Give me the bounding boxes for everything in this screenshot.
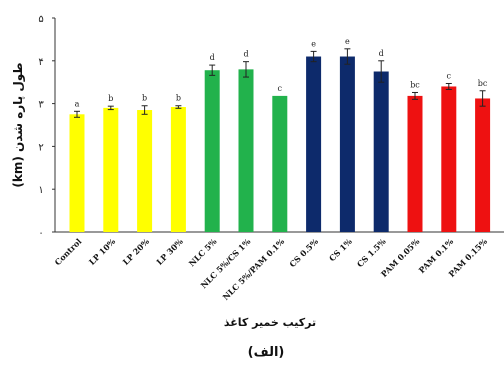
y-tick-label: ۰ bbox=[38, 228, 43, 239]
y-tick-group: ۰ ۱ ۲ ۳ ۴ ۵ bbox=[38, 14, 55, 239]
bar bbox=[339, 56, 355, 232]
bar bbox=[475, 98, 491, 233]
significance-letter: e bbox=[345, 37, 350, 46]
bar bbox=[373, 71, 389, 232]
bar bbox=[204, 70, 220, 232]
y-tick-label: ۴ bbox=[38, 57, 43, 68]
significance-letter-group: a b b b d d c e e d bc c bc bbox=[75, 37, 488, 108]
bar bbox=[441, 86, 457, 232]
x-tick-label-group: Control LP 10% LP 20% LP 30% NLC 5%NLC 5%/CS… bbox=[52, 236, 489, 302]
bar bbox=[407, 95, 423, 232]
x-tick-label: LP 20% bbox=[120, 236, 151, 267]
significance-letter: b bbox=[108, 94, 113, 103]
bar bbox=[103, 107, 119, 232]
x-tick-label: NLC 5%/PAM 0.1% bbox=[220, 236, 286, 302]
significance-letter: bc bbox=[478, 79, 488, 88]
significance-letter: c bbox=[447, 71, 452, 80]
x-tick-label: Control bbox=[52, 236, 83, 267]
significance-letter: d bbox=[210, 53, 215, 62]
y-axis-title: طول پاره شدن (km) bbox=[11, 62, 26, 187]
bar-group bbox=[69, 56, 491, 233]
y-tick-label: ۵ bbox=[38, 14, 43, 25]
bar bbox=[272, 95, 288, 232]
significance-letter: e bbox=[311, 39, 316, 48]
significance-letter: b bbox=[142, 94, 147, 103]
y-tick-label: ۳ bbox=[38, 100, 44, 111]
significance-letter: c bbox=[278, 84, 283, 93]
bar bbox=[69, 114, 85, 232]
x-axis-title: ترکیب خمیر کاغذ bbox=[224, 316, 316, 329]
bar bbox=[170, 107, 186, 232]
bar bbox=[306, 56, 322, 232]
y-tick-label: ۲ bbox=[38, 142, 43, 153]
significance-letter: a bbox=[75, 99, 80, 108]
x-tick-label: LP 30% bbox=[154, 236, 185, 267]
bar bbox=[238, 69, 254, 232]
x-tick-label: NLC 5% bbox=[187, 236, 219, 268]
x-tick-label: LP 10% bbox=[87, 236, 118, 267]
x-tick-label: CS 0.5% bbox=[287, 236, 320, 269]
x-tick-label: CS 1% bbox=[327, 236, 354, 263]
significance-letter: d bbox=[243, 50, 248, 59]
figure-caption: (الف) bbox=[248, 345, 285, 360]
error-bar-group bbox=[74, 48, 486, 118]
significance-letter: b bbox=[176, 94, 181, 103]
y-tick-label: ۱ bbox=[38, 185, 43, 196]
bar bbox=[137, 110, 153, 232]
significance-letter: bc bbox=[410, 80, 420, 89]
significance-letter: d bbox=[379, 49, 384, 58]
x-tick-label: CS 1.5% bbox=[355, 236, 388, 269]
